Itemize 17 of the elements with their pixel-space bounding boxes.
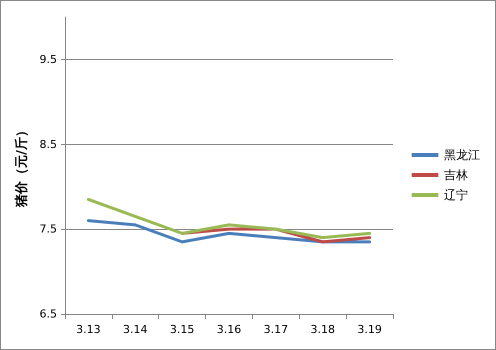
legend-label: 黑龙江 — [444, 148, 480, 162]
y-tick-label: 6.5 — [40, 308, 57, 320]
legend-label: 辽宁 — [444, 188, 468, 202]
legend-label: 吉林 — [444, 168, 468, 182]
line-series — [86, 219, 372, 244]
y-axis-title: 猪价（元/斤） — [14, 124, 30, 208]
y-tick-label: 9.5 — [40, 52, 57, 66]
x-tick-label: 3.16 — [216, 323, 242, 336]
line-series — [86, 198, 372, 240]
x-tick-label: 3.14 — [123, 323, 148, 336]
x-tick-label: 3.13 — [76, 323, 101, 336]
x-tick-label: 3.19 — [357, 323, 382, 336]
y-tick-label: 7.5 — [40, 222, 57, 236]
x-tick-label: 3.18 — [310, 323, 335, 336]
y-tick-label: 8.5 — [40, 138, 57, 151]
x-tick-label: 3.17 — [264, 323, 288, 336]
x-tick-label: 3.15 — [170, 323, 194, 336]
